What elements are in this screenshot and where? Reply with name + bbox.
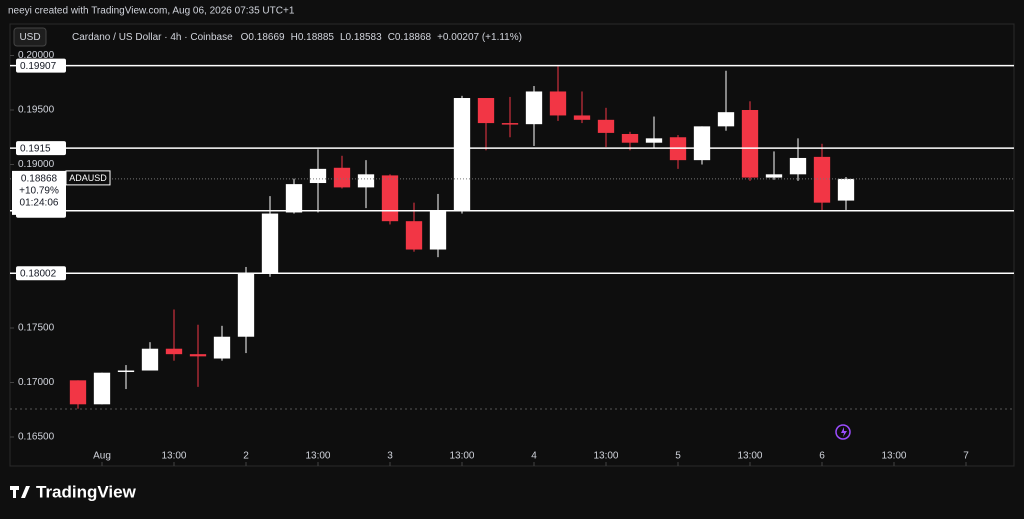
ohlc-value: 0.18583: [346, 32, 383, 43]
candle-body: [357, 174, 375, 188]
x-tick-label: 4: [531, 451, 537, 462]
x-tick-label: 13:00: [593, 451, 618, 462]
candle-body: [693, 126, 711, 161]
x-tick-label: 2: [243, 451, 249, 462]
x-tick-label: 13:00: [881, 451, 906, 462]
candle-body: [333, 167, 351, 188]
candle-body: [381, 175, 399, 222]
brand-icon: [10, 486, 30, 498]
y-tick-label: 0.17000: [18, 377, 55, 388]
candle-body: [789, 157, 807, 175]
candle-body: [477, 98, 495, 124]
watermark: neeyi created with TradingView.com, Aug …: [8, 6, 295, 17]
x-tick-label: 13:00: [449, 451, 474, 462]
brand-logo: TradingView: [10, 482, 137, 501]
candle-body: [165, 348, 183, 355]
x-tick-label: 5: [675, 451, 681, 462]
candle-body: [597, 119, 615, 133]
lightning-icon[interactable]: [835, 424, 851, 440]
current-price-box: [12, 170, 66, 215]
ohlc-value: 0.18868: [395, 32, 432, 43]
x-tick-label: 13:00: [161, 451, 186, 462]
current-price: 0.18868: [21, 174, 58, 185]
level-label-box: [16, 58, 66, 73]
candle-body: [765, 174, 783, 178]
countdown: 01:24:06: [20, 198, 59, 209]
candle-body: [261, 213, 279, 274]
candle-body: [237, 273, 255, 337]
candle-body: [813, 156, 831, 203]
candle-body: [309, 168, 327, 184]
x-tick-label: 13:00: [737, 451, 762, 462]
candle-body: [645, 138, 663, 143]
change-pct: +10.79%: [19, 186, 59, 197]
y-tick-label: 0.20000: [18, 50, 55, 61]
lightning-bolt: [841, 427, 847, 437]
currency-box[interactable]: [13, 27, 47, 47]
ohlc-key: H: [291, 32, 298, 43]
level-label-box: [16, 141, 66, 156]
candle-body: [573, 115, 591, 120]
symbol-box: [65, 170, 111, 186]
candle-body: [621, 133, 639, 143]
y-tick-label: 0.17500: [18, 323, 55, 334]
candle-body: [549, 91, 567, 116]
candle-body: [93, 372, 111, 405]
candle-body: [285, 184, 303, 213]
ohlc-key: O: [241, 32, 249, 43]
x-tick-label: 13:00: [305, 451, 330, 462]
ohlc-key: C: [388, 32, 395, 43]
candle-body: [141, 348, 159, 371]
x-tick-label: Aug: [93, 451, 111, 462]
candle-body: [117, 370, 135, 373]
x-tick-label: 7: [963, 451, 969, 462]
y-tick-label: 0.19000: [18, 159, 55, 170]
level-label: 0.18002: [20, 268, 57, 279]
candle-body: [213, 336, 231, 359]
y-tick-label: 0.16500: [18, 432, 55, 443]
symbol: ADAUSD: [69, 173, 107, 183]
candle-body: [429, 210, 447, 250]
ohlc-key: L: [340, 32, 346, 43]
candle-body: [837, 178, 855, 201]
candle-body: [501, 123, 519, 125]
y-tick-label: 0.19500: [18, 105, 55, 116]
candle-body: [453, 98, 471, 211]
candle-body: [405, 221, 423, 250]
ohlc-value: 0.18885: [298, 32, 335, 43]
change: +0.00207 (+1.11%): [437, 32, 522, 43]
level-label: 0.1915: [20, 143, 51, 154]
level-label-box: [16, 266, 66, 281]
brand: TradingView: [36, 482, 137, 501]
candle-body: [525, 91, 543, 125]
ohlc-value: 0.18669: [248, 32, 285, 43]
x-tick-label: 6: [819, 451, 825, 462]
candle-body: [741, 110, 759, 178]
x-tick-label: 3: [387, 451, 393, 462]
chart-panel: [9, 23, 1015, 467]
candle-body: [717, 112, 735, 127]
currency[interactable]: USD: [19, 32, 40, 43]
candle-body: [189, 354, 207, 357]
candle-body: [69, 380, 87, 405]
chart-title: Cardano / US Dollar · 4h · Coinbase: [72, 32, 233, 43]
level-label: 0.19907: [20, 61, 57, 72]
